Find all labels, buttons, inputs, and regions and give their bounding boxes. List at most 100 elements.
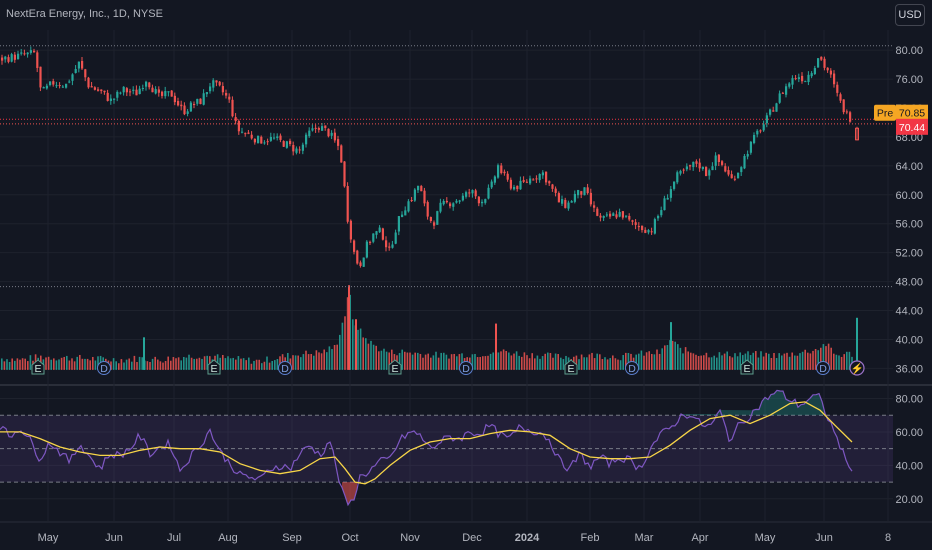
volume-bar <box>414 352 416 370</box>
volume-bar <box>840 356 843 370</box>
volume-bar <box>235 359 237 370</box>
volume-bar <box>817 350 819 370</box>
candle-body <box>212 80 215 88</box>
volume-bar <box>63 356 65 370</box>
candle-body <box>337 139 340 146</box>
candle-body <box>77 61 80 69</box>
volume-bar <box>146 361 149 370</box>
candle-body <box>410 199 413 201</box>
volume-bar <box>697 356 700 370</box>
volume-bar <box>684 347 687 370</box>
candle-body <box>330 132 333 136</box>
candle-body <box>676 172 679 183</box>
candle-body <box>621 211 624 218</box>
volume-bar <box>6 359 8 370</box>
candle-body <box>759 130 762 132</box>
candle-body <box>525 181 528 183</box>
candle-body <box>490 181 493 188</box>
candle-body <box>148 82 151 88</box>
volume-bar <box>734 353 736 370</box>
candle-body <box>84 69 87 78</box>
time-tick-label: Nov <box>400 532 420 544</box>
candle-body <box>244 133 247 135</box>
volume-bar <box>419 353 422 370</box>
candle-body <box>321 126 324 131</box>
candle-body <box>301 144 304 151</box>
candle-body <box>503 171 506 174</box>
volume-bar <box>348 285 350 370</box>
volume-bar <box>456 356 458 370</box>
volume-bar <box>531 353 533 370</box>
volume-bar <box>770 357 773 370</box>
volume-bar <box>687 351 689 370</box>
candle-body <box>682 169 685 171</box>
candle-body <box>68 81 71 83</box>
candle-body <box>596 208 599 216</box>
volume-bar <box>593 358 596 370</box>
volume-bar <box>47 356 50 370</box>
volume-bar <box>266 356 268 370</box>
event-marker-label: E <box>743 363 750 375</box>
candle-body <box>439 202 442 212</box>
volume-bar <box>154 356 156 370</box>
volume-bar <box>185 357 188 370</box>
volume-bar <box>432 355 435 370</box>
volume-bar <box>788 356 791 370</box>
volume-bar <box>66 355 68 370</box>
candle-body <box>765 115 768 124</box>
volume-bar <box>55 360 58 370</box>
volume-bar <box>398 352 401 370</box>
candle-body <box>794 78 797 80</box>
volume-bar <box>133 355 136 370</box>
volume-bar <box>539 358 541 370</box>
volume-bar <box>557 354 559 370</box>
volume-bar <box>700 355 702 370</box>
candle-body <box>426 202 429 217</box>
candle-body <box>45 85 48 89</box>
candle-body <box>845 111 848 113</box>
candle-body <box>519 180 522 190</box>
candle-body <box>324 125 327 129</box>
time-tick-label: Apr <box>691 532 708 544</box>
event-marker-label: D <box>281 363 289 375</box>
candle-body <box>817 58 820 68</box>
candle-body <box>442 200 445 205</box>
candle-body <box>141 87 144 89</box>
candle-body <box>157 89 160 93</box>
pre-label-text: Pre <box>877 108 894 120</box>
volume-bar <box>157 359 159 370</box>
volume-bar <box>482 356 484 370</box>
time-tick-label: Jul <box>167 532 181 544</box>
candle-body <box>593 205 596 208</box>
candle-body <box>666 197 669 200</box>
volume-bar <box>830 347 832 370</box>
candle-body <box>106 92 109 101</box>
volume-bar <box>812 350 814 370</box>
time-tick-label: May <box>755 532 776 544</box>
candle-body <box>612 213 615 216</box>
currency-button[interactable]: USD <box>895 4 925 26</box>
volume-bar <box>3 361 6 370</box>
volume-bar <box>341 322 344 370</box>
volume-bar <box>110 361 112 370</box>
candle-body <box>7 57 10 62</box>
volume-bar <box>554 353 557 370</box>
volume-bar <box>196 358 198 370</box>
volume-bar <box>617 359 619 370</box>
candle-body <box>653 219 656 234</box>
volume-bar <box>692 353 695 370</box>
candle-body <box>679 170 682 174</box>
volume-bar <box>820 347 822 370</box>
candle-body <box>516 185 519 190</box>
candle-body <box>813 68 816 75</box>
candle-body <box>119 92 122 94</box>
candle-body <box>625 215 628 217</box>
candle-body <box>10 54 13 62</box>
event-marker-label: ⚡ <box>850 362 863 375</box>
volume-bar <box>362 337 364 370</box>
volume-bar <box>825 346 827 370</box>
volume-bar <box>170 360 172 370</box>
candle-body <box>714 155 717 166</box>
candle-body <box>276 136 279 139</box>
